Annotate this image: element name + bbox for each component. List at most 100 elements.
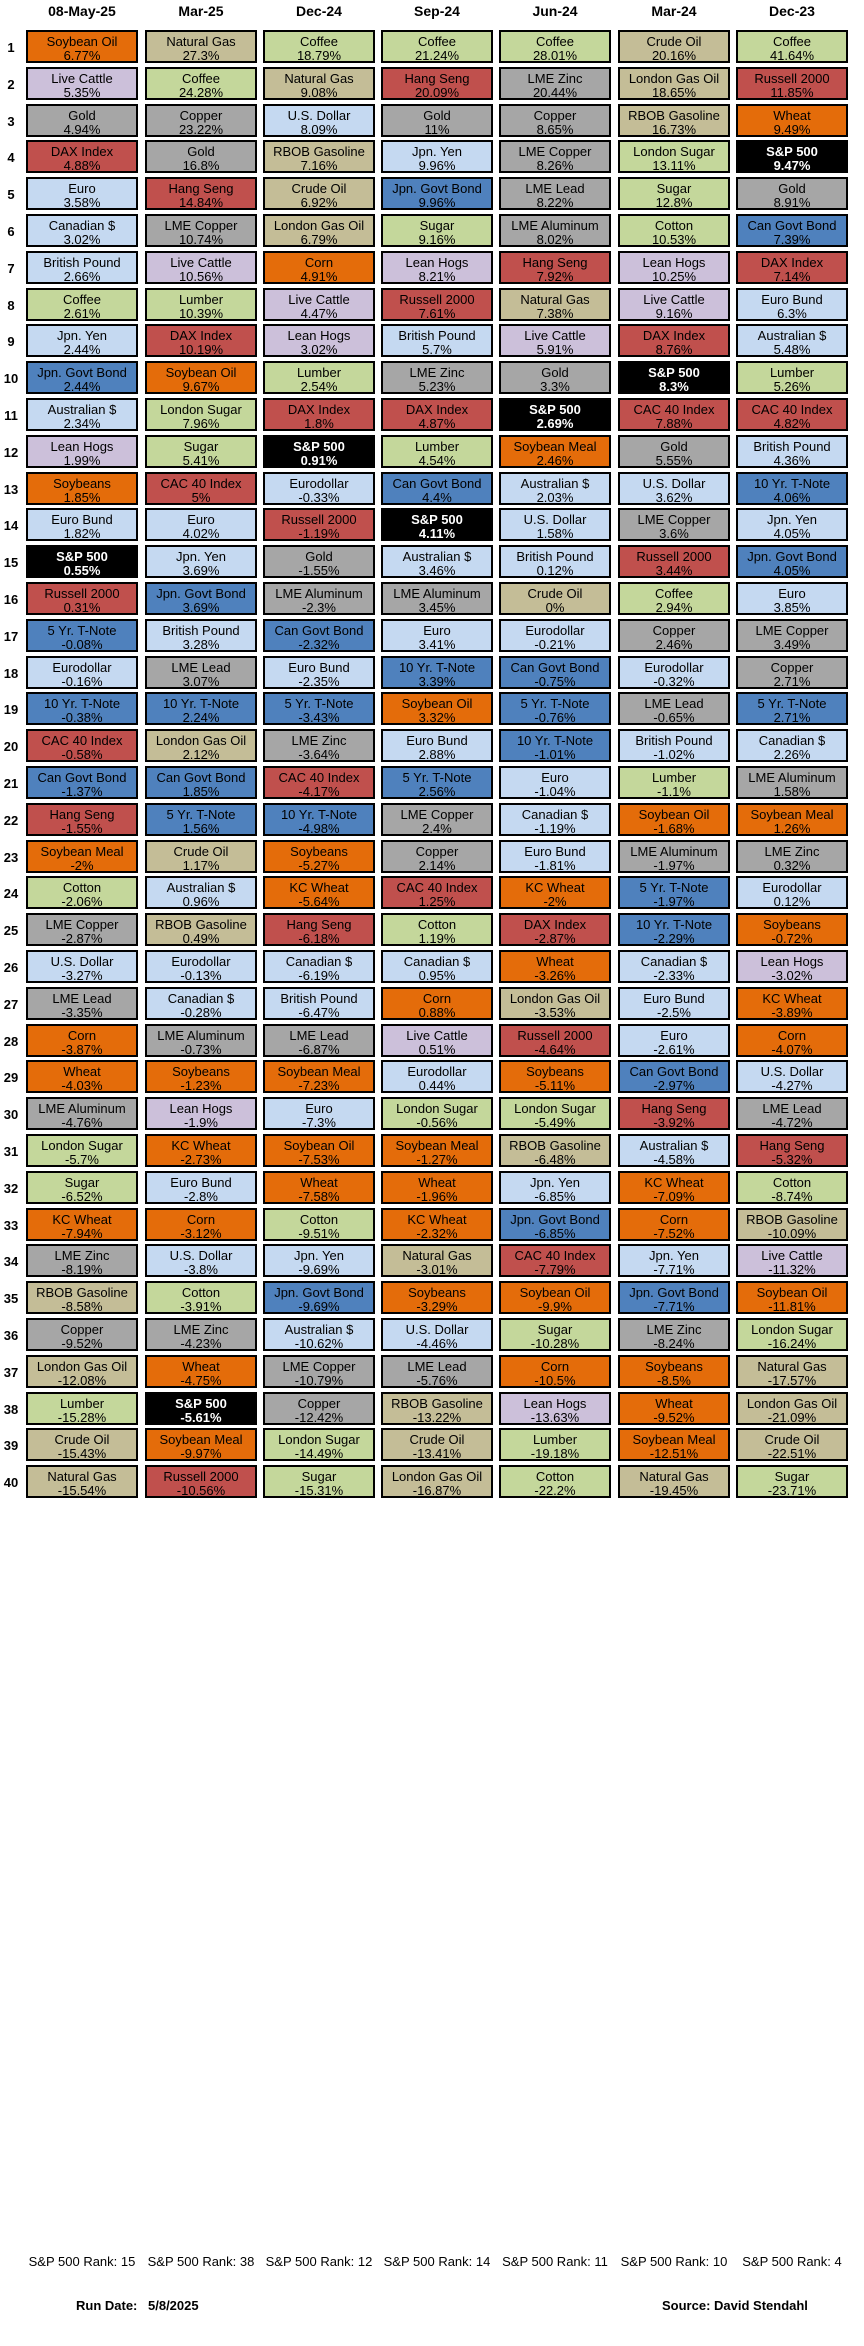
asset-name: Canadian $ [403,954,471,969]
asset-return: 20.44% [532,84,578,100]
asset-cell: CAC 40 Index 5% [145,471,257,505]
asset-name: Jpn. Yen [294,1248,344,1264]
asset-name: S&P 500 [411,512,463,528]
asset-return: -3.8% [184,1262,218,1278]
asset-cell: DAX Index -2.87% [499,913,611,947]
asset-return: -3.87% [61,1041,103,1057]
asset-cell: Euro -1.04% [499,766,611,799]
asset-return: -5.64% [298,894,340,910]
asset-return: -7.79% [534,1262,576,1278]
asset-cell: Coffee 41.64% [736,30,848,63]
asset-name: Soybean Meal [513,438,597,454]
asset-return: 18.65% [651,84,697,100]
asset-name: U.S. Dollar [287,107,351,123]
asset-name: DAX Index [760,254,824,270]
asset-return: -1.96% [416,1188,458,1204]
asset-name: Crude Oil [527,586,583,601]
asset-return: -11.81% [768,1299,816,1315]
asset-return: -6.19% [298,968,340,983]
asset-cell: CAC 40 Index 7.88% [618,398,730,431]
asset-return: -1.19% [534,820,576,836]
asset-return: -2.06% [61,894,103,910]
asset-cell: LME Lead -4.72% [736,1097,848,1131]
asset-return: -4.46% [416,1336,458,1351]
asset-name: London Gas Oil [746,1395,838,1411]
rank-label: 21 [3,776,19,791]
asset-return: -6.85% [534,1188,576,1204]
asset-cell: Jpn. Govt Bond 4.05% [736,545,848,579]
asset-cell: Natural Gas 7.38% [499,287,611,321]
rank-label: 34 [3,1254,19,1270]
asset-cell: London Sugar -16.24% [736,1318,848,1351]
asset-cell: Eurodollar -0.33% [263,471,375,505]
asset-return: 11.85% [770,84,814,100]
rank-label: 13 [3,481,19,497]
asset-cell: Hang Seng -3.92% [618,1097,730,1131]
rank-label: 29 [3,1070,19,1086]
asset-return: -5.76% [416,1372,458,1388]
asset-cell: Cotton -3.91% [145,1281,257,1315]
asset-name: Wheat [536,954,574,969]
asset-return: 9.47% [773,158,811,174]
asset-cell: LME Aluminum -2.3% [263,582,375,615]
asset-name: Natural Gas [47,1469,117,1485]
asset-cell: Coffee 28.01% [499,30,611,63]
asset-cell: Crude Oil 1.17% [145,839,257,873]
asset-cell: Cotton 1.19% [381,913,493,947]
asset-name: Natural Gas [520,291,590,307]
asset-return: -16.87% [412,1483,462,1499]
asset-cell: 5 Yr. T-Note -1.97% [618,876,730,910]
asset-return: 2.56% [418,784,456,799]
asset-cell: KC Wheat -2.73% [145,1134,257,1167]
asset-return: 3.45% [418,600,456,615]
asset-cell: Natural Gas 27.3% [145,30,257,63]
asset-cell: LME Zinc -8.24% [618,1318,730,1351]
asset-cell: Russell 2000 3.44% [618,545,730,579]
asset-cell: RBOB Gasoline -8.58% [26,1281,138,1315]
asset-cell: London Sugar 13.11% [618,140,730,174]
asset-return: 9.49% [773,121,811,137]
asset-return: -0.08% [61,636,103,652]
rank-label: 32 [3,1180,19,1196]
asset-name: Soybean Oil [283,1138,355,1153]
rank-label: 31 [3,1144,19,1159]
asset-name: LME Lead [171,659,231,675]
rank-label: 12 [3,444,19,460]
asset-cell: Lean Hogs -1.9% [145,1097,257,1131]
asset-name: Euro [187,512,215,528]
asset-cell: Crude Oil -15.43% [26,1428,138,1462]
asset-name: LME Lead [525,181,585,197]
asset-name: London Gas Oil [509,990,601,1006]
asset-return: -5.61% [180,1409,222,1425]
asset-cell: Soybeans -5.27% [263,839,375,873]
asset-return: 2.14% [418,857,456,873]
asset-cell: Hang Seng -1.55% [26,802,138,836]
asset-name: Hang Seng [168,181,234,197]
asset-cell: Russell 2000 11.85% [736,66,848,100]
asset-cell: RBOB Gasoline -6.48% [499,1134,611,1167]
asset-cell: Can Govt Bond 7.39% [736,214,848,247]
asset-name: Lumber [651,770,697,785]
asset-cell: London Sugar -0.56% [381,1097,493,1131]
asset-return: 5.55% [655,452,693,468]
asset-name: Sugar [656,181,692,197]
asset-cell: British Pound 2.66% [26,250,138,284]
asset-return: -3.92% [653,1115,695,1131]
asset-return: -1.01% [534,747,576,763]
asset-cell: Corn -10.5% [499,1354,611,1388]
asset-name: Eurodollar [644,659,704,675]
asset-name: 10 Yr. T-Note [162,696,240,712]
asset-name: S&P 500 [648,365,700,381]
asset-name: Gold [305,549,333,565]
asset-return: -2.5% [657,1004,691,1020]
asset-name: Lumber [414,438,460,454]
asset-cell: DAX Index 10.19% [145,324,257,358]
asset-return: 10.74% [178,232,224,247]
asset-name: 10 Yr. T-Note [43,696,121,712]
asset-cell: Wheat -4.75% [145,1354,257,1388]
asset-name: Euro [68,181,96,197]
asset-name: Wheat [773,107,811,123]
asset-name: London Gas Oil [155,733,247,749]
asset-return: -6.85% [534,1225,576,1241]
asset-cell: Cotton -22.2% [499,1465,611,1499]
